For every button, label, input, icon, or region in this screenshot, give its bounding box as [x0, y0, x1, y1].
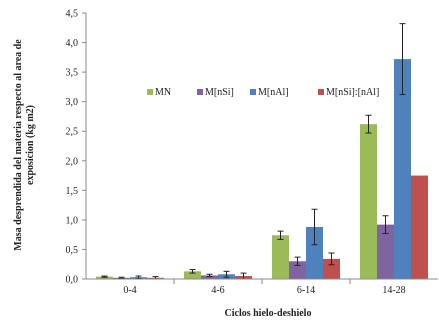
legend-label-M[nSi]: M[nSi]	[205, 87, 234, 98]
bar-M[nSi]	[201, 275, 218, 279]
x-tick-labels: 0-4 4-6 6-14 14-28	[123, 279, 406, 296]
y-tick-label: 1,5	[66, 186, 79, 197]
legend: MN M[nSi] M[nAl] M[nSi]:[nAl]	[147, 87, 379, 98]
x-tick-label: 4-6	[211, 285, 224, 296]
x-axis-title: Ciclos hielo-deshielo	[225, 308, 312, 319]
y-tick-label: 1,0	[66, 215, 79, 226]
y-tick-label: 0,5	[66, 245, 79, 256]
bar-MN	[360, 124, 377, 279]
error-bars	[101, 23, 406, 280]
y-tick-label: 4,0	[66, 38, 79, 49]
y-tick-label: 3,5	[66, 68, 79, 79]
legend-swatch-M[nSi]:[nAl]	[318, 89, 324, 95]
x-tick-label: 14-28	[382, 285, 405, 296]
y-tick-label: 2,0	[66, 156, 79, 167]
legend-swatch-M[nAl]	[250, 89, 256, 95]
bar-MN	[272, 235, 289, 279]
legend-label-M[nSi]:[nAl]: M[nSi]:[nAl]	[326, 87, 379, 98]
y-axis-title: Masa desprendida del materia respecto al…	[13, 39, 36, 251]
bar-M[nSi]:[nAl]	[323, 258, 340, 279]
legend-swatch-MN	[147, 89, 153, 95]
bar-M[nSi]:[nAl]	[411, 175, 428, 279]
y-axis-title-line-1: Masa desprendida del materia respecto al…	[13, 39, 24, 251]
x-tick-label: 6-14	[297, 285, 315, 296]
bar-MN	[96, 276, 113, 279]
y-tick-label: 2,5	[66, 127, 79, 138]
bar-M[nAl]	[394, 59, 411, 280]
legend-swatch-M[nSi]	[197, 89, 203, 95]
bar-M[nSi]	[377, 224, 394, 279]
legend-label-MN: MN	[155, 87, 171, 98]
bar-M[nSi]	[289, 261, 306, 279]
y-tick-label: 3,0	[66, 97, 79, 108]
bar-MN	[184, 271, 201, 279]
y-tick-label: 4,5	[66, 9, 79, 20]
y-tick-label: 0,0	[66, 275, 79, 286]
legend-label-M[nAl]: M[nAl]	[258, 87, 289, 98]
x-tick-label: 0-4	[123, 285, 136, 296]
y-axis-title-line-2: exposicion (kg m2)	[25, 105, 36, 185]
y-tick-labels: 0,0 0,5 1,0 1,5 2,0 2,5 3,0 3,5 4,0 4,5	[66, 9, 86, 286]
bar-M[nAl]	[306, 226, 323, 279]
